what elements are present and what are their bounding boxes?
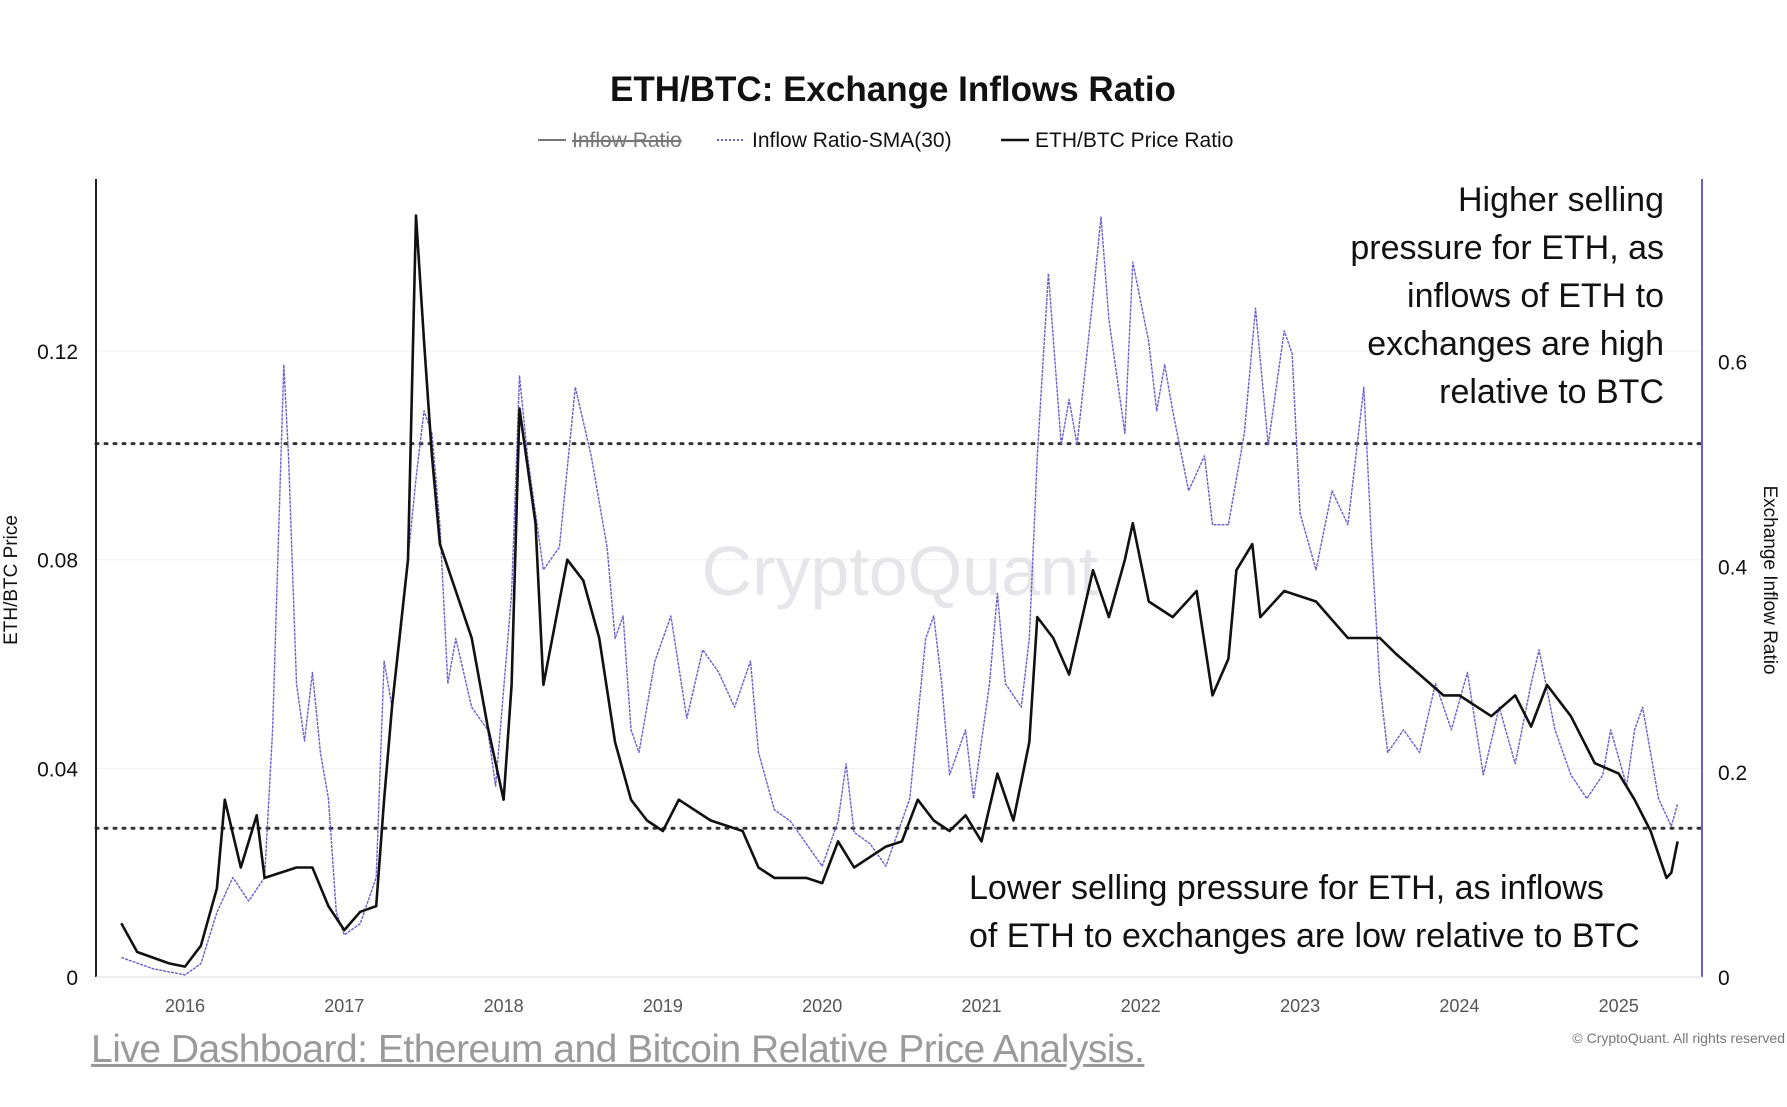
left-tick-label: 0 <box>66 967 78 990</box>
annotation-high-selling: Higher selling pressure for ETH, as inflow… <box>1350 181 1664 411</box>
right-axis-label: Exchange Inflow Ratio <box>1759 485 1780 674</box>
annotation-line: relative to BTC <box>1439 373 1664 411</box>
legend-item-inflow-ratio[interactable]: Inflow Ratio <box>538 129 682 152</box>
x-tick-label: 2020 <box>802 996 842 1016</box>
x-tick-label: 2018 <box>484 996 524 1016</box>
legend-item-price-ratio[interactable]: ETH/BTC Price Ratio <box>1001 129 1233 152</box>
copyright: © CryptoQuant. All rights reserved <box>1572 1030 1785 1046</box>
left-axis-label: ETH/BTC Price <box>1 515 22 645</box>
ticks: 0 0.04 0.08 0.12 0 0.2 0.4 0.6 2016 2017 2018 2019 2… <box>37 341 1747 1016</box>
legend-item-inflow-ratio-sma[interactable]: Inflow Ratio-SMA(30) <box>717 129 952 152</box>
annotation-line: inflows of ETH to <box>1407 277 1664 315</box>
legend-label: Inflow Ratio <box>572 129 682 152</box>
x-tick-label: 2019 <box>643 996 683 1016</box>
right-tick-label: 0.4 <box>1718 557 1748 580</box>
x-tick-label: 2017 <box>324 996 364 1016</box>
left-tick-label: 0.04 <box>37 758 78 781</box>
legend-label: Inflow Ratio-SMA(30) <box>752 129 952 152</box>
legend-label: ETH/BTC Price Ratio <box>1035 129 1233 152</box>
right-tick-label: 0 <box>1718 967 1730 990</box>
left-tick-label: 0.08 <box>37 550 78 573</box>
live-dashboard-link[interactable]: Live Dashboard: Ethereum and Bitcoin Rel… <box>91 1028 1145 1071</box>
x-tick-label: 2025 <box>1599 996 1639 1016</box>
left-tick-label: 0.12 <box>37 341 78 364</box>
chart-title: ETH/BTC: Exchange Inflows Ratio <box>610 70 1176 109</box>
annotation-line: of ETH to exchanges are low relative to … <box>969 917 1640 955</box>
annotation-line: Higher selling <box>1458 181 1664 219</box>
annotation-line: Lower selling pressure for ETH, as inflo… <box>969 869 1604 907</box>
right-tick-label: 0.2 <box>1718 762 1747 785</box>
x-tick-label: 2022 <box>1121 996 1161 1016</box>
x-tick-label: 2021 <box>961 996 1001 1016</box>
right-tick-label: 0.6 <box>1718 352 1747 375</box>
annotation-line: pressure for ETH, as <box>1350 229 1664 267</box>
series <box>120 214 1679 976</box>
legend: Inflow Ratio Inflow Ratio-SMA(30) ETH/BT… <box>538 129 1233 152</box>
price-ratio-line <box>120 214 1679 968</box>
x-tick-label: 2016 <box>165 996 205 1016</box>
watermark: CryptoQuant <box>702 532 1099 610</box>
annotation-line: exchanges are high <box>1367 325 1664 363</box>
annotation-low-selling: Lower selling pressure for ETH, as inflo… <box>969 869 1640 955</box>
x-tick-label: 2023 <box>1280 996 1320 1016</box>
inflow-sma-line <box>121 216 1679 976</box>
grid <box>96 350 1702 769</box>
x-tick-label: 2024 <box>1439 996 1479 1016</box>
reference-lines <box>94 442 1704 830</box>
